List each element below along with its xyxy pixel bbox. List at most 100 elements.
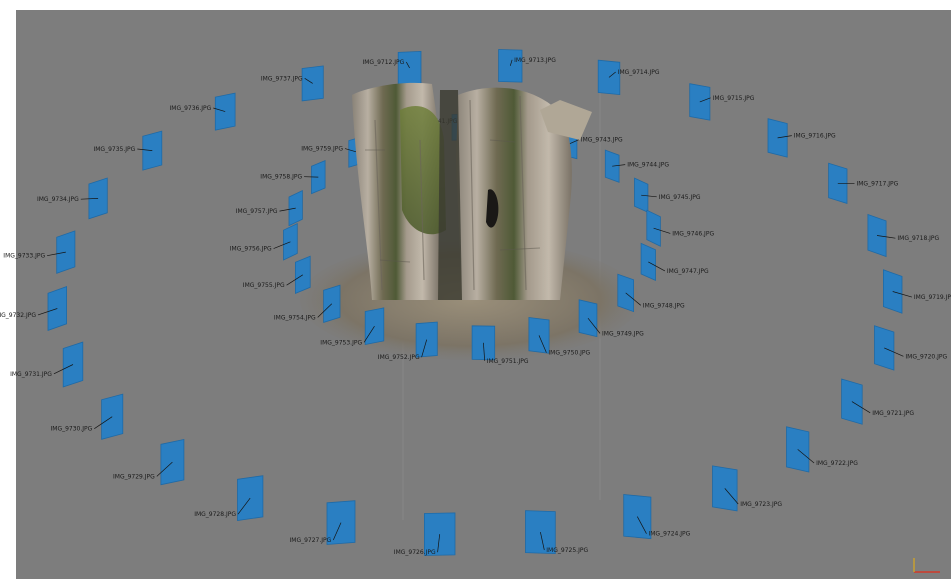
camera-frame[interactable]: IMG_9727.JPG — [289, 500, 356, 545]
camera-leader-line — [286, 274, 303, 286]
camera-label: IMG_9727.JPG — [289, 537, 331, 544]
camera-frame[interactable]: IMG_9746.JPG — [646, 209, 715, 247]
camera-frame[interactable]: IMG_9714.JPG — [597, 59, 660, 96]
camera-leader-line — [237, 497, 251, 515]
camera-label: IMG_9713.JPG — [514, 57, 556, 64]
camera-frame[interactable]: IMG_9757.JPG — [236, 189, 303, 227]
camera-leader-line — [851, 401, 871, 414]
camera-leader-line — [47, 251, 66, 257]
camera-frame[interactable]: IMG_9736.JPG — [169, 92, 236, 131]
camera-leader-line — [540, 532, 545, 551]
camera-frame[interactable]: IMG_9756.JPG — [230, 222, 298, 261]
camera-label: IMG_9715.JPG — [713, 95, 755, 102]
camera-frame[interactable]: IMG_9717.JPG — [828, 162, 899, 204]
camera-label: IMG_9731.JPG — [10, 371, 52, 378]
camera-leader-line — [777, 135, 792, 139]
inner-camera-ring-front: IMG_9747.JPG IMG_9748.JPG IMG_9749.JPG IMG_… — [230, 222, 709, 365]
camera-frame[interactable]: IMG_9751.JPG — [471, 325, 529, 365]
camera-leader-line — [421, 339, 428, 358]
camera-frame[interactable]: IMG_9758.JPG — [260, 160, 326, 195]
camera-leader-line — [648, 261, 666, 272]
camera-label: IMG_9754.JPG — [274, 314, 316, 321]
camera-leader-line — [304, 78, 313, 84]
camera-frame[interactable]: IMG_9722.JPG — [786, 426, 859, 473]
camera-frame[interactable]: IMG_9713.JPG — [498, 49, 557, 83]
trunk-texture — [374, 95, 527, 291]
camera-label: IMG_9714.JPG — [618, 69, 660, 76]
camera-label: IMG_9756.JPG — [230, 246, 272, 253]
camera-leader-line — [636, 516, 647, 534]
camera-label: IMG_9729.JPG — [113, 473, 155, 480]
tree-stump-model[interactable] — [300, 82, 640, 360]
camera-leader-line — [156, 461, 173, 477]
camera-leader-line — [363, 326, 375, 343]
camera-frame[interactable]: IMG_9728.JPG — [194, 475, 264, 521]
camera-leader-line — [437, 534, 441, 553]
camera-frame[interactable]: IMG_9733.JPG — [3, 230, 76, 274]
camera-frame[interactable]: IMG_9750.JPG — [528, 317, 591, 357]
camera-frame[interactable]: IMG_9735.JPG — [93, 130, 163, 171]
camera-frame[interactable]: IMG_9731.JPG — [10, 341, 84, 388]
camera-frame[interactable]: IMG_9729.JPG — [113, 439, 185, 486]
moss-patch — [400, 105, 446, 235]
camera-frame[interactable]: IMG_9737.JPG — [261, 65, 324, 102]
camera-frame[interactable]: IMG_9753.JPG — [320, 307, 385, 346]
camera-label: IMG_9733.JPG — [3, 253, 45, 260]
trunk-split-shadow — [438, 90, 462, 300]
camera-frame[interactable]: IMG_9721.JPG — [841, 378, 915, 425]
camera-frame[interactable]: IMG_9748.JPG — [617, 273, 685, 313]
camera-label: IMG_9758.JPG — [260, 174, 302, 181]
camera-label: IMG_9717.JPG — [857, 180, 899, 187]
camera-frame[interactable]: IMG_9724.JPG — [623, 494, 691, 540]
camera-frame[interactable]: IMG_9730.JPG — [50, 393, 124, 440]
camera-leader-line — [332, 522, 342, 541]
camera-frame[interactable]: IMG_9723.JPG — [712, 465, 783, 512]
camera-label: IMG_9744.JPG — [627, 162, 669, 169]
stump-top — [540, 100, 592, 140]
camera-label: IMG_9737.JPG — [261, 75, 303, 82]
camera-frame[interactable]: IMG_9719.JPG — [883, 269, 951, 314]
camera-leader-line — [53, 364, 74, 375]
camera-frame[interactable]: IMG_9732.JPG — [0, 286, 67, 331]
trunk-hollow — [486, 189, 499, 228]
outer-camera-ring-back: IMG_9712.JPG IMG_9713.JPG IMG_9714.JPG IMG_… — [3, 49, 951, 314]
camera-label: IMG_9734.JPG — [37, 196, 79, 203]
camera-frame[interactable]: IMG_9734.JPG — [37, 177, 108, 220]
camera-frame[interactable]: IMG_9715.JPG — [689, 83, 755, 121]
camera-leader-line — [724, 488, 739, 505]
camera-frame[interactable]: IMG_9726.JPG — [394, 512, 456, 556]
camera-label: IMG_9752.JPG — [378, 354, 420, 361]
camera-leader-line — [317, 303, 333, 318]
camera-leader-line — [538, 335, 547, 353]
camera-frame[interactable]: IMG_9744.JPG — [604, 149, 669, 183]
camera-label: IMG_9735.JPG — [93, 146, 135, 153]
camera-frame[interactable]: IMG_9716.JPG — [767, 118, 836, 158]
camera-frame[interactable]: IMG_9755.JPG — [243, 255, 311, 294]
camera-leader-line — [94, 416, 113, 429]
camera-frame[interactable]: IMG_9720.JPG — [874, 325, 948, 371]
camera-frame[interactable]: IMG_9747.JPG — [640, 242, 709, 282]
camera-label: IMG_9728.JPG — [194, 511, 236, 518]
camera-leader-line — [625, 292, 642, 306]
camera-leader-line — [569, 139, 579, 145]
camera-frame[interactable]: IMG_9749.JPG — [578, 299, 644, 338]
camera-frame[interactable]: IMG_9718.JPG — [867, 213, 940, 258]
camera-thumbnail[interactable] — [214, 92, 236, 131]
axis-gizmo — [913, 558, 940, 573]
camera-label: IMG_9720.JPG — [905, 353, 947, 360]
camera-label: IMG_9755.JPG — [243, 282, 285, 289]
camera-label: IMG_9721.JPG — [872, 410, 914, 417]
camera-label: IMG_9757.JPG — [236, 208, 278, 215]
camera-label: IMG_9719.JPG — [914, 294, 951, 301]
camera-frame[interactable]: IMG_9752.JPG — [378, 321, 438, 361]
camera-leader-line — [405, 61, 410, 69]
camera-label: IMG_9746.JPG — [672, 230, 714, 237]
camera-label: IMG_9724.JPG — [649, 531, 691, 538]
camera-leader-line — [273, 241, 291, 249]
camera-frame[interactable]: IMG_9754.JPG — [274, 284, 341, 323]
camera-frame[interactable]: IMG_9725.JPG — [525, 510, 589, 555]
camera-leader-line — [509, 59, 513, 66]
camera-label: IMG_9743.JPG — [581, 137, 623, 144]
